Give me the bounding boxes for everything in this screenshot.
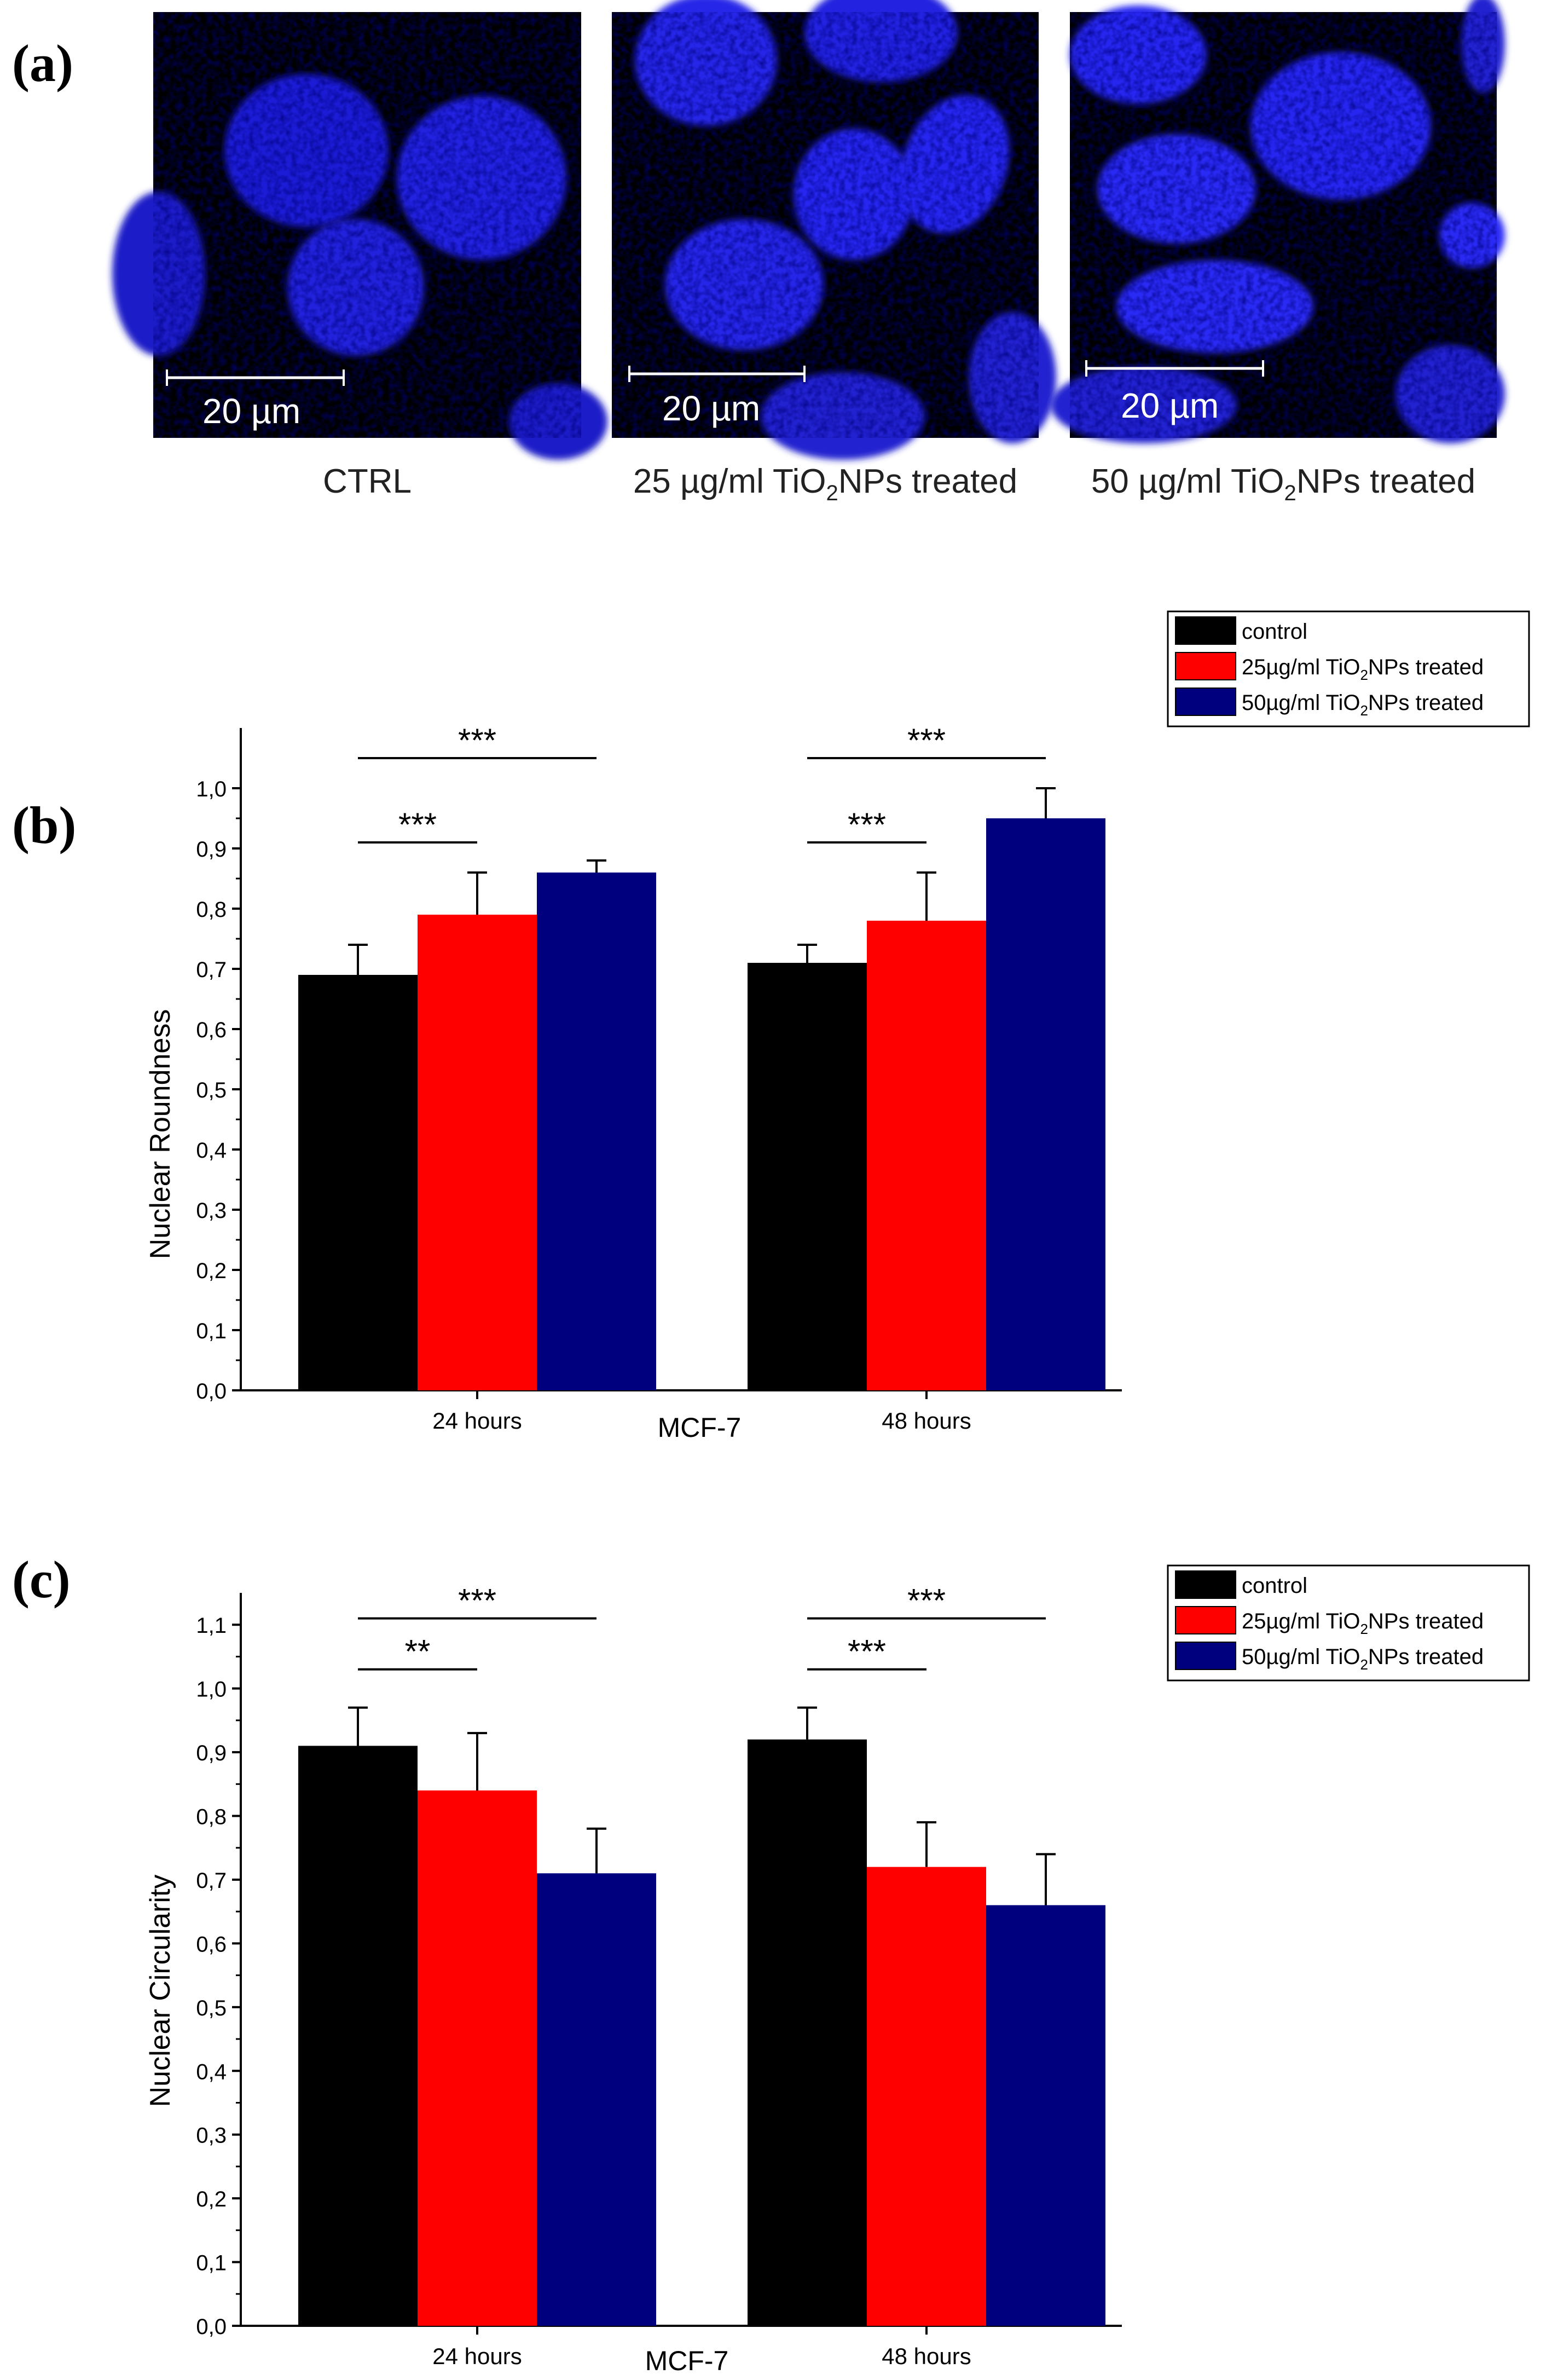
nucleus-texture bbox=[612, 12, 1039, 438]
y-tick-label: 0,9 bbox=[196, 837, 227, 862]
legend-label: control bbox=[1242, 620, 1307, 644]
y-tick-label: 1,0 bbox=[196, 777, 227, 801]
bar-control-48-hours bbox=[748, 963, 867, 1390]
legend-label-rest: NPs treated bbox=[1368, 655, 1484, 679]
panel-a-label: (a) bbox=[12, 34, 73, 93]
scale-bar-label: 20 µm bbox=[1121, 386, 1219, 425]
significance-label: *** bbox=[907, 1582, 946, 1619]
chart-nuclear-roundness: (b) Nuclear Roundness MCF-7 0,0 0,1 0,2 0,3… bbox=[12, 610, 1530, 1443]
micrograph-caption: 50 µg/ml TiO2NPs treated bbox=[1091, 463, 1475, 505]
micrograph-ctrl-nuclei bbox=[112, 12, 607, 460]
legend-label: 25µg/ml TiO2NPs treated bbox=[1242, 655, 1484, 683]
significance-label: *** bbox=[907, 722, 946, 759]
y-tick-label: 0,8 bbox=[196, 1805, 227, 1829]
y-tick-label: 0,7 bbox=[196, 1869, 227, 1893]
micrograph-caption: 25 µg/ml TiO2NPs treated bbox=[633, 463, 1017, 505]
x-tick-label: 24 hours bbox=[432, 1408, 522, 1434]
y-tick-label: 0,1 bbox=[196, 1319, 227, 1343]
y-tick-label: 0,5 bbox=[196, 1078, 227, 1102]
y-axis-label: Nuclear Roundness bbox=[144, 1009, 176, 1260]
bar-control-48-hours bbox=[748, 1739, 867, 2326]
legend-swatch bbox=[1175, 688, 1236, 716]
scale-bar-label: 20 µm bbox=[662, 389, 760, 428]
y-tick-label: 0,2 bbox=[196, 1259, 227, 1283]
bar-50-g-ml-tio2nps-treated-24-hours bbox=[537, 1873, 656, 2326]
bar-control-24-hours bbox=[298, 1746, 418, 2326]
significance-label: *** bbox=[458, 1582, 496, 1619]
panel-c-label: (c) bbox=[12, 1550, 71, 1609]
y-tick-label: 0,0 bbox=[196, 2315, 227, 2339]
y-tick-label: 0,5 bbox=[196, 1996, 227, 2020]
legend-label-main: 50µg/ml TiO bbox=[1242, 1645, 1360, 1669]
scale-bar-label: 20 µm bbox=[202, 391, 300, 431]
y-tick-label: 0,2 bbox=[196, 2187, 227, 2211]
bar-25-g-ml-tio2nps-treated-48-hours bbox=[867, 1867, 986, 2326]
legend-label-sub: 2 bbox=[1360, 667, 1368, 683]
nucleus-texture bbox=[1070, 12, 1497, 438]
micrograph-25: 20 µm bbox=[612, 0, 1056, 460]
x-axis-label: MCF-7 bbox=[645, 2346, 729, 2376]
y-tick-label: 0,4 bbox=[196, 2060, 227, 2084]
bar-25-g-ml-tio2nps-treated-24-hours bbox=[418, 1790, 537, 2326]
y-tick-label: 0,8 bbox=[196, 898, 227, 922]
x-tick-label: 48 hours bbox=[882, 1408, 971, 1434]
x-axis-label: MCF-7 bbox=[658, 1412, 742, 1443]
legend-label-rest: NPs treated bbox=[1368, 1609, 1484, 1633]
y-tick-label: 0,1 bbox=[196, 2251, 227, 2275]
significance-label: *** bbox=[848, 1633, 886, 1670]
micrograph-caption: CTRL bbox=[323, 463, 412, 500]
significance-label: ** bbox=[405, 1633, 431, 1670]
y-tick-label: 0,3 bbox=[196, 2124, 227, 2148]
legend-swatch bbox=[1175, 1642, 1236, 1670]
legend-label: 25µg/ml TiO2NPs treated bbox=[1242, 1609, 1484, 1637]
y-tick-label: 0,3 bbox=[196, 1199, 227, 1223]
legend-swatch bbox=[1175, 1606, 1236, 1634]
legend-swatch bbox=[1175, 1570, 1236, 1599]
legend-label: control bbox=[1242, 1574, 1307, 1598]
y-axis-label: Nuclear Circularity bbox=[144, 1875, 176, 2107]
y-tick-label: 0,6 bbox=[196, 1018, 227, 1042]
legend-label-main: 25µg/ml TiO bbox=[1242, 655, 1360, 679]
legend-label-main: control bbox=[1242, 620, 1307, 644]
micrograph-50-nuclei bbox=[1051, 0, 1505, 443]
legend-label-rest: NPs treated bbox=[1368, 691, 1484, 715]
chart-nuclear-circularity: (c) Nuclear Circularity MCF-7 0,0 0,1 0,2 0… bbox=[12, 1550, 1530, 2376]
bar-25-g-ml-tio2nps-treated-24-hours bbox=[418, 915, 537, 1390]
bar-50-g-ml-tio2nps-treated-24-hours bbox=[537, 873, 656, 1390]
y-tick-label: 0,0 bbox=[196, 1379, 227, 1403]
y-tick-label: 0,4 bbox=[196, 1139, 227, 1163]
significance-label: *** bbox=[848, 806, 886, 843]
legend-label: 50µg/ml TiO2NPs treated bbox=[1242, 1645, 1484, 1673]
legend-label: 50µg/ml TiO2NPs treated bbox=[1242, 691, 1484, 719]
legend-label-rest: NPs treated bbox=[1368, 1645, 1484, 1669]
legend-label-main: 25µg/ml TiO bbox=[1242, 1609, 1360, 1633]
legend-label-sub: 2 bbox=[1360, 1621, 1368, 1637]
y-tick-label: 1,0 bbox=[196, 1678, 227, 1702]
panel-b-label: (b) bbox=[12, 796, 76, 854]
legend-label-sub: 2 bbox=[1360, 702, 1368, 719]
legend-label-main: control bbox=[1242, 1574, 1307, 1598]
y-tick-label: 0,9 bbox=[196, 1741, 227, 1765]
bar-control-24-hours bbox=[298, 975, 418, 1390]
panel-a: (a) 20 µm bbox=[12, 0, 1505, 505]
legend-swatch bbox=[1175, 616, 1236, 645]
micrograph-ctrl: 20 µm bbox=[112, 12, 607, 460]
y-tick-label: 0,6 bbox=[196, 1932, 227, 1956]
bar-50-g-ml-tio2nps-treated-48-hours bbox=[986, 1905, 1105, 2326]
legend-swatch bbox=[1175, 652, 1236, 680]
significance-label: *** bbox=[458, 722, 496, 759]
y-tick-label: 0,7 bbox=[196, 958, 227, 982]
x-tick-label: 48 hours bbox=[882, 2343, 971, 2369]
micrograph-25-nuclei bbox=[612, 0, 1056, 460]
nucleus-texture bbox=[153, 12, 581, 438]
bar-50-g-ml-tio2nps-treated-48-hours bbox=[986, 818, 1105, 1390]
micrograph-50: 20 µm bbox=[1051, 0, 1505, 443]
bar-25-g-ml-tio2nps-treated-48-hours bbox=[867, 921, 986, 1390]
y-tick-label: 1,1 bbox=[196, 1614, 227, 1638]
significance-label: *** bbox=[398, 806, 437, 843]
x-tick-label: 24 hours bbox=[432, 2343, 522, 2369]
legend-label-sub: 2 bbox=[1360, 1656, 1368, 1673]
legend-label-main: 50µg/ml TiO bbox=[1242, 691, 1360, 715]
